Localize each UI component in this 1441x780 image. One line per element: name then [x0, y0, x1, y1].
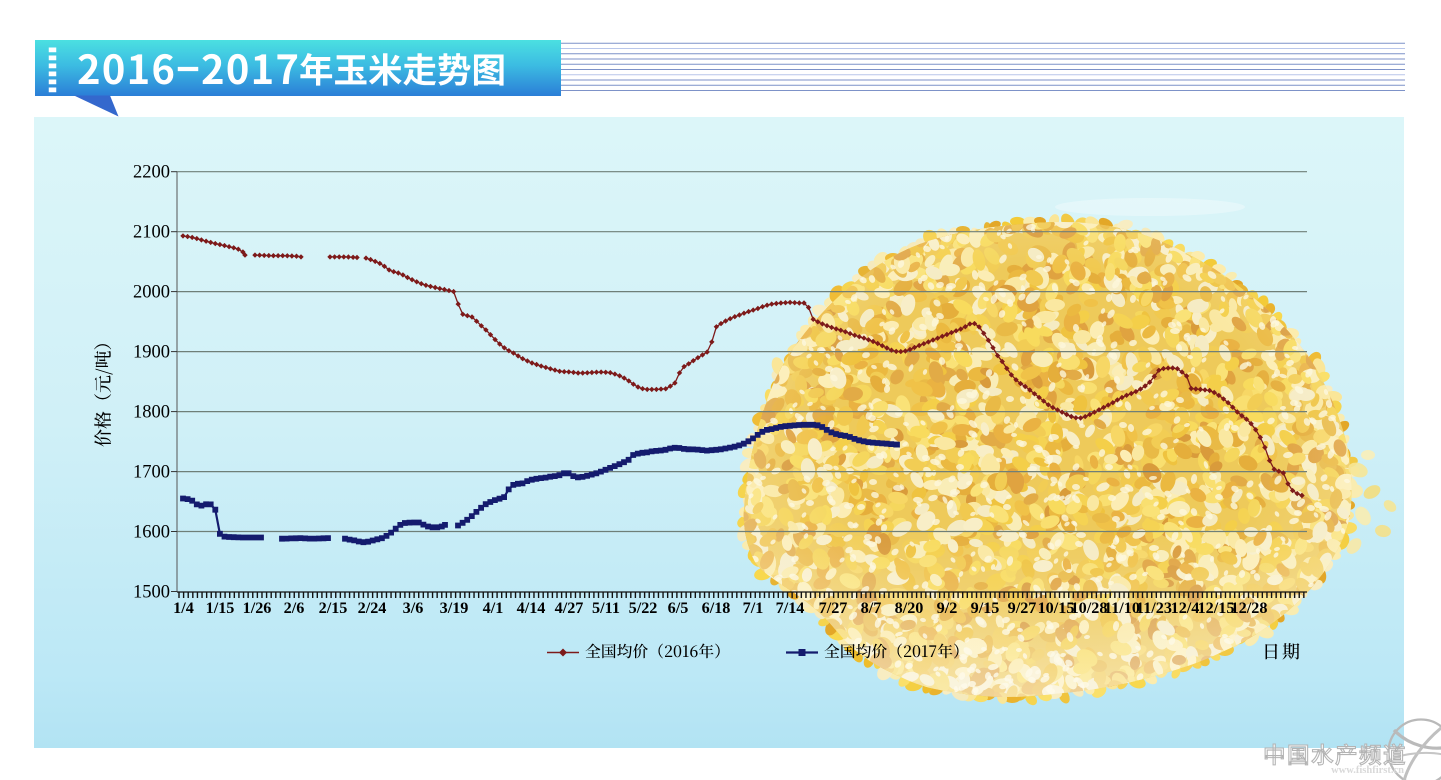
svg-text:1500: 1500	[133, 583, 170, 603]
svg-text:1/15: 1/15	[206, 599, 235, 617]
svg-text:11/23: 11/23	[1136, 599, 1172, 617]
svg-text:8/7: 8/7	[861, 599, 882, 617]
svg-text:www.fishfirst.cn: www.fishfirst.cn	[1331, 765, 1404, 776]
svg-text:5/22: 5/22	[629, 599, 658, 617]
svg-text:1600: 1600	[133, 523, 170, 543]
svg-text:1/4: 1/4	[173, 599, 194, 617]
svg-text:3/6: 3/6	[403, 599, 424, 617]
svg-text:2000: 2000	[133, 283, 170, 303]
svg-text:4/1: 4/1	[483, 599, 504, 617]
svg-text:12/4: 12/4	[1171, 599, 1200, 617]
svg-text:7/1: 7/1	[743, 599, 764, 617]
svg-text:5/11: 5/11	[592, 599, 620, 617]
svg-text:2100: 2100	[133, 223, 170, 243]
svg-text:4/14: 4/14	[517, 599, 546, 617]
svg-text:11/10: 11/10	[1104, 599, 1140, 617]
svg-text:3/19: 3/19	[440, 599, 469, 617]
svg-text:1700: 1700	[133, 463, 170, 483]
svg-text:9/15: 9/15	[971, 599, 1000, 617]
svg-text:1/26: 1/26	[243, 599, 272, 617]
svg-text:2/15: 2/15	[319, 599, 348, 617]
svg-text:6/18: 6/18	[702, 599, 731, 617]
svg-text:7/14: 7/14	[776, 599, 805, 617]
svg-text:12/28: 12/28	[1231, 599, 1268, 617]
svg-text:10/15: 10/15	[1038, 599, 1075, 617]
svg-text:2200: 2200	[133, 163, 170, 183]
svg-text:7/27: 7/27	[819, 599, 848, 617]
svg-text:9/27: 9/27	[1008, 599, 1037, 617]
svg-text:8/20: 8/20	[895, 599, 924, 617]
svg-text:1900: 1900	[133, 343, 170, 363]
svg-text:12/15: 12/15	[1198, 599, 1235, 617]
svg-text:2/24: 2/24	[358, 599, 387, 617]
svg-text:10/28: 10/28	[1071, 599, 1108, 617]
svg-text:6/5: 6/5	[668, 599, 689, 617]
svg-text:2/6: 2/6	[284, 599, 305, 617]
svg-text:9/2: 9/2	[937, 599, 958, 617]
svg-text:4/27: 4/27	[555, 599, 584, 617]
svg-text:1800: 1800	[133, 403, 170, 423]
